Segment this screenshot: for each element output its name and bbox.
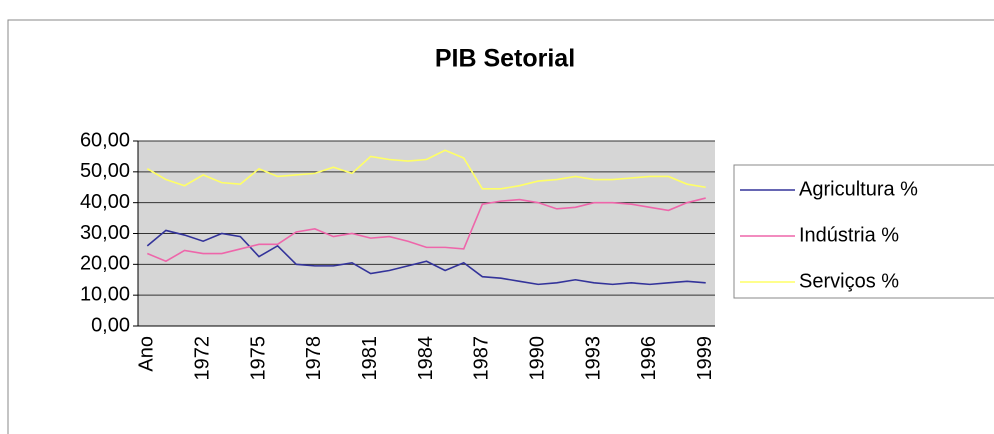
x-tick-label: 1987 bbox=[471, 336, 493, 381]
x-tick-label: 1999 bbox=[694, 336, 716, 381]
y-tick-label: 60,00 bbox=[80, 129, 130, 151]
x-tick-label: 1996 bbox=[638, 336, 660, 381]
chart-title: PIB Setorial bbox=[435, 45, 575, 73]
series-line bbox=[146, 229, 706, 286]
series-line bbox=[146, 149, 706, 190]
x-tick-label: 1972 bbox=[191, 336, 213, 381]
x-tick-label: 1978 bbox=[303, 336, 325, 381]
x-tick-label: 1981 bbox=[359, 336, 381, 381]
x-tick-label: 1975 bbox=[247, 336, 269, 381]
legend-label: Serviços % bbox=[799, 270, 899, 292]
x-tick-label: 1993 bbox=[582, 336, 604, 381]
legend-box bbox=[733, 164, 994, 299]
legend-label: Indústria % bbox=[799, 224, 899, 246]
x-tick-label: 1990 bbox=[526, 336, 548, 381]
y-tick-label: 20,00 bbox=[80, 253, 130, 275]
y-tick-label: 0,00 bbox=[91, 314, 130, 336]
x-tick-label: Ano bbox=[136, 336, 158, 372]
legend-label: Agricultura % bbox=[799, 178, 918, 200]
y-tick-label: 40,00 bbox=[80, 191, 130, 213]
series-line bbox=[146, 197, 706, 263]
y-tick-label: 50,00 bbox=[80, 160, 130, 182]
y-tick-label: 30,00 bbox=[80, 222, 130, 244]
y-tick-label: 10,00 bbox=[80, 283, 130, 305]
x-tick-label: 1984 bbox=[415, 336, 437, 381]
